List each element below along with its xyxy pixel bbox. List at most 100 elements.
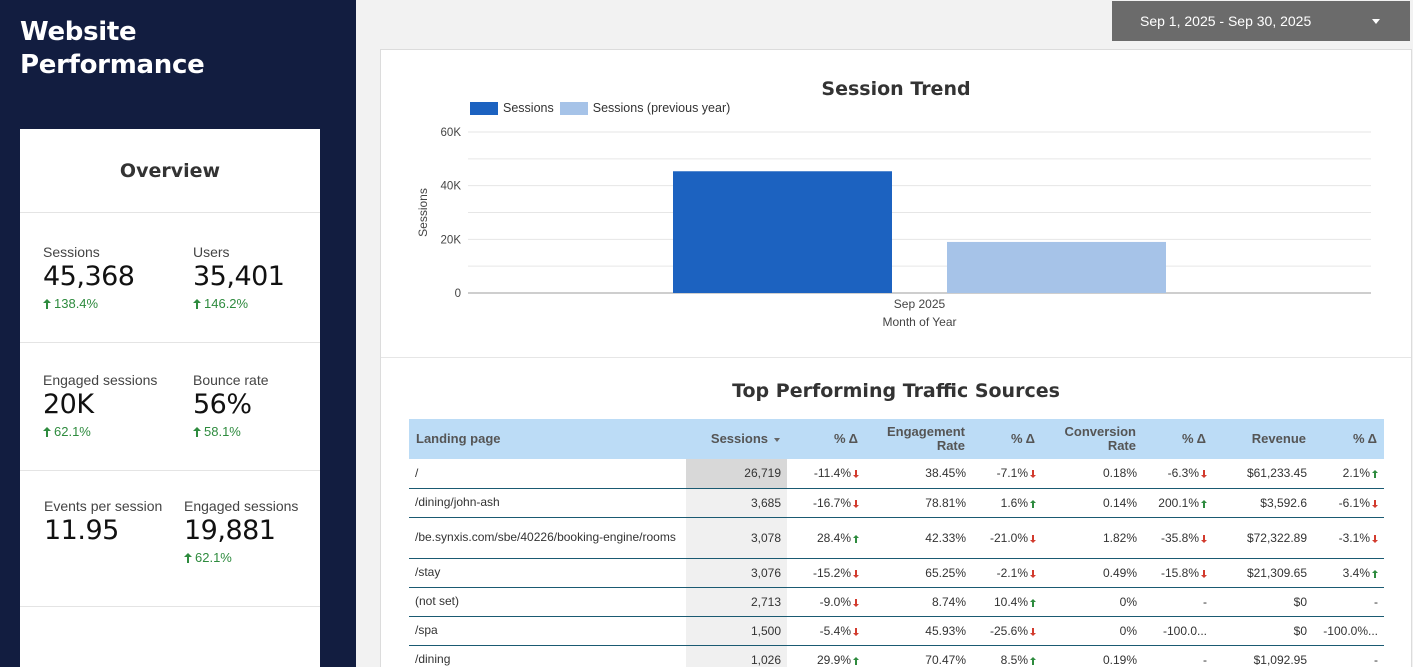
table-row[interactable]: (not set) 2,713 -9.0% 8.74% 10.4% 0% - $… [409,587,1384,617]
col-header-landing-page[interactable]: Landing page [409,419,686,459]
cell-revenue-delta: 3.4% [1313,558,1384,588]
cell-engagement-rate: 70.47% [865,645,972,667]
col-header-conversion-delta[interactable]: % Δ [1143,419,1213,459]
legend-item-sessions-previous-year[interactable]: Sessions (previous year) [559,101,730,115]
col-header-conversion-rate[interactable]: Conversion Rate [1042,419,1143,459]
cell-sessions-delta: -15.2% [787,558,865,588]
arrow-down-icon [1030,627,1036,636]
col-header-engagement-delta[interactable]: % Δ [972,419,1042,459]
metric-value: 56% [193,389,252,420]
cell-revenue: $0 [1213,616,1313,646]
cell-sessions-delta: 29.9% [787,645,865,667]
cell-sessions: 2,713 [686,587,787,617]
bar-sessions [673,171,892,293]
metric-sessions[interactable]: Sessions 45,368 138.4% [43,244,135,311]
arrow-down-icon [853,598,859,607]
metric-engaged-sessions-short[interactable]: Engaged sessions 20K 62.1% [43,372,157,439]
arrow-down-icon [853,470,859,479]
metric-delta: 62.1% [184,550,298,565]
cell-sessions: 1,500 [686,616,787,646]
table-header-row: Landing page Sessions % Δ Engagement Rat… [409,419,1384,459]
arrow-down-icon [1030,534,1036,543]
cell-revenue: $0 [1213,587,1313,617]
cell-conversion-delta: -100.0... [1143,616,1213,646]
cell-revenue-delta: -100.0%... [1313,616,1384,646]
col-header-sessions[interactable]: Sessions [686,419,787,459]
table-row[interactable]: /be.synxis.com/sbe/40226/booking-engine/… [409,517,1384,559]
cell-sessions: 1,026 [686,645,787,667]
metric-delta: 138.4% [43,296,134,311]
cell-revenue: $3,592.6 [1213,488,1313,518]
legend-label: Sessions [503,101,554,115]
cell-revenue: $1,092.95 [1213,645,1313,667]
cell-landing-page: /be.synxis.com/sbe/40226/booking-engine/… [409,517,686,559]
cell-revenue: $61,233.45 [1213,459,1313,489]
date-range-picker[interactable]: Sep 1, 2025 - Sep 30, 2025 [1112,1,1410,41]
arrow-up-icon [1030,499,1036,508]
cell-revenue-delta: -6.1% [1313,488,1384,518]
cell-conversion-rate: 0.19% [1042,645,1143,667]
cell-conversion-rate: 0% [1042,616,1143,646]
y-tick-label: 0 [455,288,461,300]
cell-engagement-rate: 42.33% [865,517,972,559]
col-header-revenue-delta[interactable]: % Δ [1313,419,1384,459]
metric-label: Sessions [43,244,100,260]
metric-events-per-session[interactable]: Events per session 11.95 [44,498,162,548]
overview-title: Overview [20,129,320,213]
cell-sessions: 3,076 [686,558,787,588]
cell-conversion-delta: - [1143,587,1213,617]
cell-revenue-delta: - [1313,587,1384,617]
sort-desc-icon [774,437,780,442]
cell-landing-page: (not set) [409,587,686,617]
cell-revenue-delta: -3.1% [1313,517,1384,559]
metric-value: 11.95 [44,515,119,546]
cell-sessions-delta: -16.7% [787,488,865,518]
arrow-up-icon [853,534,859,543]
metric-value: 35,401 [193,261,285,292]
cell-conversion-rate: 0% [1042,587,1143,617]
table-row[interactable]: /stay 3,076 -15.2% 65.25% -2.1% 0.49% -1… [409,558,1384,588]
arrow-down-icon [1372,534,1378,543]
table-title: Top Performing Traffic Sources [732,380,1060,402]
col-header-sessions-delta[interactable]: % Δ [787,419,865,459]
legend-item-sessions[interactable]: Sessions [470,101,554,115]
metric-delta: 58.1% [193,424,269,439]
chart-plot: 0 20K 40K 60K Sessions Sep 2025 Month of Year [416,127,1371,329]
arrow-up-icon [184,552,192,563]
table-row[interactable]: /dining/john-ash 3,685 -16.7% 78.81% 1.6… [409,488,1384,518]
cell-engagement-delta: 10.4% [972,587,1042,617]
col-header-revenue[interactable]: Revenue [1213,419,1313,459]
arrow-down-icon [1372,499,1378,508]
cell-sessions: 26,719 [686,459,787,489]
cell-engagement-rate: 65.25% [865,558,972,588]
metric-row-2: Engaged sessions 20K 62.1% Bounce rate 5… [20,343,320,471]
arrow-up-icon [43,298,51,309]
dropdown-caret-icon[interactable] [1372,19,1380,24]
metric-value: 19,881 [184,515,276,546]
metric-row-1: Sessions 45,368 138.4% Users 35,401 146.… [20,213,320,343]
cell-sessions-delta: -9.0% [787,587,865,617]
table-row[interactable]: /spa 1,500 -5.4% 45.93% -25.6% 0% -100.0… [409,616,1384,646]
table-row[interactable]: / 26,719 -11.4% 38.45% -7.1% 0.18% -6.3%… [409,459,1384,489]
metric-value: 20K [43,389,94,420]
arrow-up-icon [193,426,201,437]
metric-label: Users [193,244,230,260]
metric-label: Engaged sessions [43,372,158,388]
y-tick-label: 60K [441,127,462,139]
metric-users[interactable]: Users 35,401 146.2% [193,244,285,311]
cell-engagement-rate: 8.74% [865,587,972,617]
cell-landing-page: /dining/john-ash [409,488,686,518]
metric-delta: 146.2% [193,296,284,311]
metric-bounce-rate[interactable]: Bounce rate 56% 58.1% [193,372,269,439]
y-tick-label: 40K [441,181,462,193]
cell-engagement-delta: 8.5% [972,645,1042,667]
cell-revenue-delta: 2.1% [1313,459,1384,489]
cell-conversion-delta: - [1143,645,1213,667]
metric-label: Bounce rate [193,372,269,388]
bar-sessions-previous-year [947,241,1166,293]
col-header-engagement-rate[interactable]: Engagement Rate [865,419,972,459]
metric-engaged-sessions[interactable]: Engaged sessions 19,881 62.1% [184,498,298,565]
arrow-up-icon [1201,499,1207,508]
metric-value: 45,368 [43,261,135,292]
table-row[interactable]: /dining 1,026 29.9% 70.47% 8.5% 0.19% - … [409,645,1384,667]
